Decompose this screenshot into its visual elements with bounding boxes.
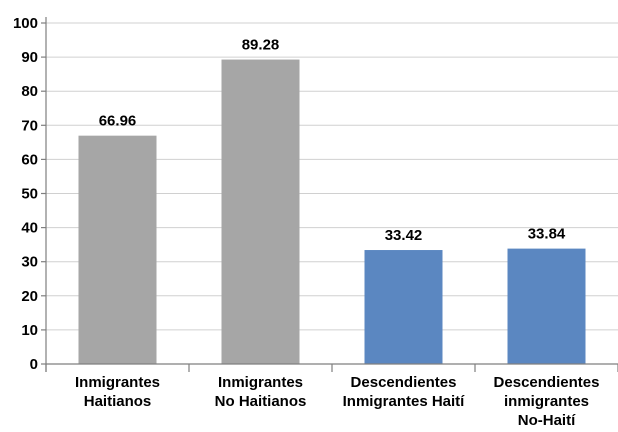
x-category-label: Descendientes inmigrantes No-Haití [494,374,600,429]
data-label: 33.84 [528,226,566,243]
bar [78,135,157,364]
y-tick-label: 20 [21,288,38,305]
y-tick-label: 50 [21,186,38,203]
data-label: 33.42 [385,227,423,244]
bar [221,59,300,364]
y-tick-label: 0 [30,356,38,373]
axes [45,17,618,372]
y-tick-label: 80 [21,83,38,100]
bars [78,59,586,364]
x-axis-category-labels: Inmigrantes Haitianos Inmigrantes No Haitia… [75,374,599,429]
y-tick-label: 10 [21,322,38,339]
x-category-label: Inmigrantes No Haitianos [215,374,307,410]
y-tick-label: 70 [21,117,38,134]
bar [364,250,443,364]
y-tick-label: 40 [21,220,38,237]
y-axis-ticks: 0 10 20 30 40 50 60 70 80 90 100 [13,15,46,373]
y-tick-label: 100 [13,15,38,32]
x-category-label: Descendientes Inmigrantes Haití [343,374,466,410]
data-label: 66.96 [99,113,137,130]
bar [507,248,586,364]
value-labels: 66.96 89.28 33.42 33.84 [99,37,566,244]
y-tick-label: 60 [21,151,38,168]
y-tick-label: 30 [21,254,38,271]
data-label: 89.28 [242,37,280,54]
y-tick-label: 90 [21,49,38,66]
x-category-label: Inmigrantes Haitianos [75,374,160,410]
